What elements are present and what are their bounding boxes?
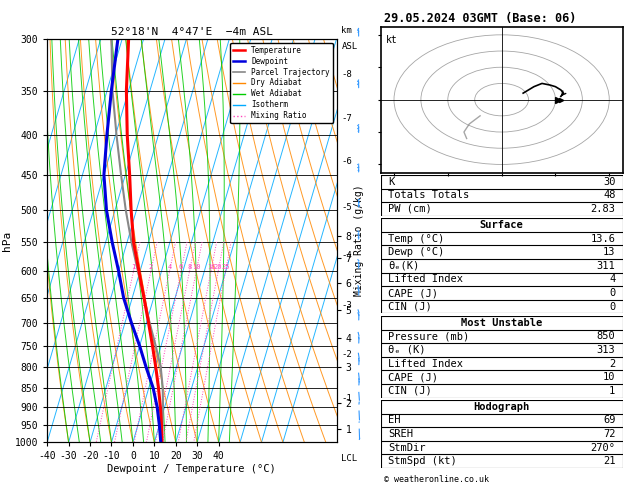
Text: PW (cm): PW (cm) bbox=[388, 204, 431, 214]
Text: 0: 0 bbox=[610, 288, 615, 298]
Text: 10: 10 bbox=[192, 264, 201, 270]
Text: Totals Totals: Totals Totals bbox=[388, 191, 469, 200]
Text: 2: 2 bbox=[610, 359, 615, 368]
Text: 2.83: 2.83 bbox=[591, 204, 615, 214]
Text: 13.6: 13.6 bbox=[591, 234, 615, 243]
Text: 72: 72 bbox=[603, 429, 615, 439]
Text: StmDir: StmDir bbox=[388, 443, 425, 452]
Text: -3: -3 bbox=[342, 300, 352, 310]
Text: 313: 313 bbox=[597, 345, 615, 355]
Text: © weatheronline.co.uk: © weatheronline.co.uk bbox=[384, 474, 489, 484]
Text: CIN (J): CIN (J) bbox=[388, 386, 431, 396]
Text: -5: -5 bbox=[342, 203, 352, 212]
Text: kt: kt bbox=[386, 35, 398, 45]
Text: 1: 1 bbox=[610, 386, 615, 396]
Text: K: K bbox=[388, 177, 394, 187]
Text: Pressure (mb): Pressure (mb) bbox=[388, 331, 469, 341]
Text: CAPE (J): CAPE (J) bbox=[388, 372, 438, 382]
Text: km: km bbox=[342, 26, 352, 35]
Text: -4: -4 bbox=[342, 251, 352, 260]
Text: -6: -6 bbox=[342, 157, 352, 166]
Text: Temp (°C): Temp (°C) bbox=[388, 234, 444, 243]
Text: Dewp (°C): Dewp (°C) bbox=[388, 247, 444, 257]
Text: 6: 6 bbox=[179, 264, 183, 270]
Text: 10: 10 bbox=[603, 372, 615, 382]
Text: -8: -8 bbox=[342, 70, 352, 79]
Text: Surface: Surface bbox=[480, 220, 523, 230]
Text: -7: -7 bbox=[342, 114, 352, 122]
Text: 2: 2 bbox=[148, 264, 153, 270]
Text: 30: 30 bbox=[603, 177, 615, 187]
Text: 0: 0 bbox=[610, 302, 615, 312]
Text: 850: 850 bbox=[597, 331, 615, 341]
Text: 4: 4 bbox=[167, 264, 172, 270]
Text: 29.05.2024 03GMT (Base: 06): 29.05.2024 03GMT (Base: 06) bbox=[384, 12, 576, 25]
Text: 21: 21 bbox=[603, 456, 615, 466]
Text: StmSpd (kt): StmSpd (kt) bbox=[388, 456, 457, 466]
Text: Lifted Index: Lifted Index bbox=[388, 359, 463, 368]
Title: 52°18'N  4°47'E  −4m ASL: 52°18'N 4°47'E −4m ASL bbox=[111, 27, 273, 37]
Text: Hodograph: Hodograph bbox=[474, 402, 530, 412]
Text: 25: 25 bbox=[221, 264, 230, 270]
Text: LCL: LCL bbox=[342, 454, 357, 463]
Text: 20: 20 bbox=[214, 264, 223, 270]
Text: -2: -2 bbox=[342, 350, 352, 359]
Text: 1: 1 bbox=[131, 264, 136, 270]
Text: EH: EH bbox=[388, 416, 400, 425]
Text: CIN (J): CIN (J) bbox=[388, 302, 431, 312]
Text: 48: 48 bbox=[603, 191, 615, 200]
Text: SREH: SREH bbox=[388, 429, 413, 439]
Text: 8: 8 bbox=[187, 264, 192, 270]
Text: 270°: 270° bbox=[591, 443, 615, 452]
Text: CAPE (J): CAPE (J) bbox=[388, 288, 438, 298]
Text: Lifted Index: Lifted Index bbox=[388, 275, 463, 284]
X-axis label: Dewpoint / Temperature (°C): Dewpoint / Temperature (°C) bbox=[108, 464, 276, 474]
Text: -1: -1 bbox=[342, 394, 352, 403]
Text: Most Unstable: Most Unstable bbox=[461, 318, 542, 328]
Text: 16: 16 bbox=[207, 264, 215, 270]
Text: θₑ(K): θₑ(K) bbox=[388, 261, 419, 271]
Y-axis label: Mixing Ratio (g/kg): Mixing Ratio (g/kg) bbox=[354, 185, 364, 296]
Text: 4: 4 bbox=[610, 275, 615, 284]
Legend: Temperature, Dewpoint, Parcel Trajectory, Dry Adiabat, Wet Adiabat, Isotherm, Mi: Temperature, Dewpoint, Parcel Trajectory… bbox=[230, 43, 333, 123]
Text: 311: 311 bbox=[597, 261, 615, 271]
Text: 69: 69 bbox=[603, 416, 615, 425]
Text: ASL: ASL bbox=[342, 42, 357, 51]
Y-axis label: hPa: hPa bbox=[2, 230, 12, 251]
Text: 13: 13 bbox=[603, 247, 615, 257]
Text: θₑ (K): θₑ (K) bbox=[388, 345, 425, 355]
